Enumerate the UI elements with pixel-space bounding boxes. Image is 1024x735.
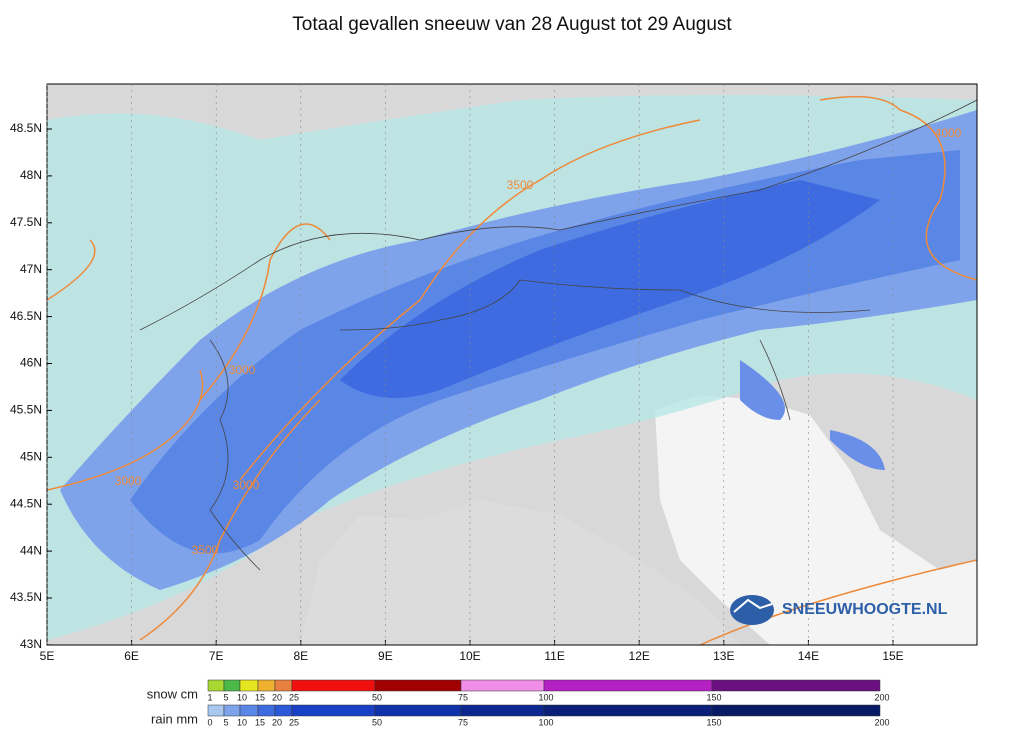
legend-tick: 150 — [706, 692, 721, 702]
legend-swatch — [223, 679, 241, 692]
legend-tick: 150 — [706, 717, 721, 727]
legend-swatch — [274, 679, 293, 692]
legend-swatch — [374, 679, 462, 692]
legend-swatch — [207, 679, 225, 692]
lat-label: 46N — [20, 356, 42, 370]
legend: snow cm rain mm 1 5 10 15 20 25 50 75 100 150 2000… — [147, 679, 890, 727]
lat-label: 48.5N — [10, 121, 42, 135]
legend-swatch — [239, 679, 259, 692]
lon-label: 15E — [882, 649, 903, 663]
lon-label: 14E — [798, 649, 819, 663]
lon-label: 5E — [40, 649, 55, 663]
legend-swatch — [291, 704, 376, 717]
legend-swatch — [543, 704, 713, 717]
legend-tick: 0 — [207, 717, 212, 727]
lat-label: 43.5N — [10, 590, 42, 604]
contour-label: 3000 — [233, 478, 260, 492]
legend-swatch — [274, 704, 293, 717]
contour-label: 3000 — [229, 363, 256, 377]
legend-tick: 75 — [458, 717, 468, 727]
lon-label: 11E — [544, 649, 564, 663]
legend-tick: 20 — [272, 692, 282, 702]
lon-label: 8E — [293, 649, 308, 663]
legend-tick: 5 — [223, 717, 228, 727]
legend-tick: 200 — [874, 717, 889, 727]
legend-swatch — [543, 679, 713, 692]
legend-tick: 20 — [272, 717, 282, 727]
legend-label: rain mm — [151, 711, 198, 726]
legend-swatch — [460, 679, 545, 692]
map-frame — [46, 83, 978, 646]
legend-tick: 50 — [372, 692, 382, 702]
legend-tick: 5 — [223, 692, 228, 702]
map-area — [47, 84, 977, 645]
lat-label: 46.5N — [10, 309, 42, 323]
lon-label: 6E — [124, 649, 139, 663]
lon-label: 13E — [713, 649, 734, 663]
logo: SNEEUWHOOGTE.NL — [730, 595, 948, 625]
lon-label: 7E — [209, 649, 224, 663]
lat-label: 47.5N — [10, 215, 42, 229]
legend-swatch — [257, 679, 276, 692]
legend-swatch — [239, 704, 259, 717]
lat-label: 45N — [20, 449, 42, 463]
legend-swatch — [207, 704, 225, 717]
contour-label: 3500 — [192, 543, 219, 557]
contour-label: 3000 — [115, 474, 142, 488]
legend-tick: 25 — [289, 717, 299, 727]
legend-tick: 100 — [538, 717, 553, 727]
legend-tick: 10 — [237, 717, 247, 727]
legend-tick: 15 — [255, 717, 265, 727]
legend-swatch — [711, 704, 881, 717]
legend-tick: 200 — [874, 692, 889, 702]
lat-label: 48N — [20, 168, 42, 182]
legend-tick: 15 — [255, 692, 265, 702]
lat-label: 44.5N — [10, 496, 42, 510]
lat-label: 43N — [20, 637, 42, 651]
lat-label: 44N — [20, 543, 42, 557]
legend-label: snow cm — [147, 686, 198, 701]
legend-swatch — [711, 679, 881, 692]
legend-tick: 100 — [538, 692, 553, 702]
legend-tick: 50 — [372, 717, 382, 727]
lon-label: 9E — [378, 649, 393, 663]
lon-label: 12E — [629, 649, 650, 663]
logo-text: SNEEUWHOOGTE.NL — [782, 601, 948, 618]
legend-tick: 10 — [237, 692, 247, 702]
legend-tick: 75 — [458, 692, 468, 702]
legend-swatch — [223, 704, 241, 717]
legend-tick: 1 — [207, 692, 212, 702]
legend-swatch — [374, 704, 462, 717]
legend-swatch — [460, 704, 545, 717]
contour-label: 4000 — [935, 126, 962, 140]
lon-label: 10E — [459, 649, 480, 663]
lat-label: 47N — [20, 262, 42, 276]
lat-label: 45.5N — [10, 403, 42, 417]
title: Totaal gevallen sneeuw van 28 August tot… — [292, 14, 732, 35]
contour-label: 3500 — [507, 178, 534, 192]
legend-swatch — [257, 704, 276, 717]
legend-tick: 25 — [289, 692, 299, 702]
legend-swatch — [291, 679, 376, 692]
